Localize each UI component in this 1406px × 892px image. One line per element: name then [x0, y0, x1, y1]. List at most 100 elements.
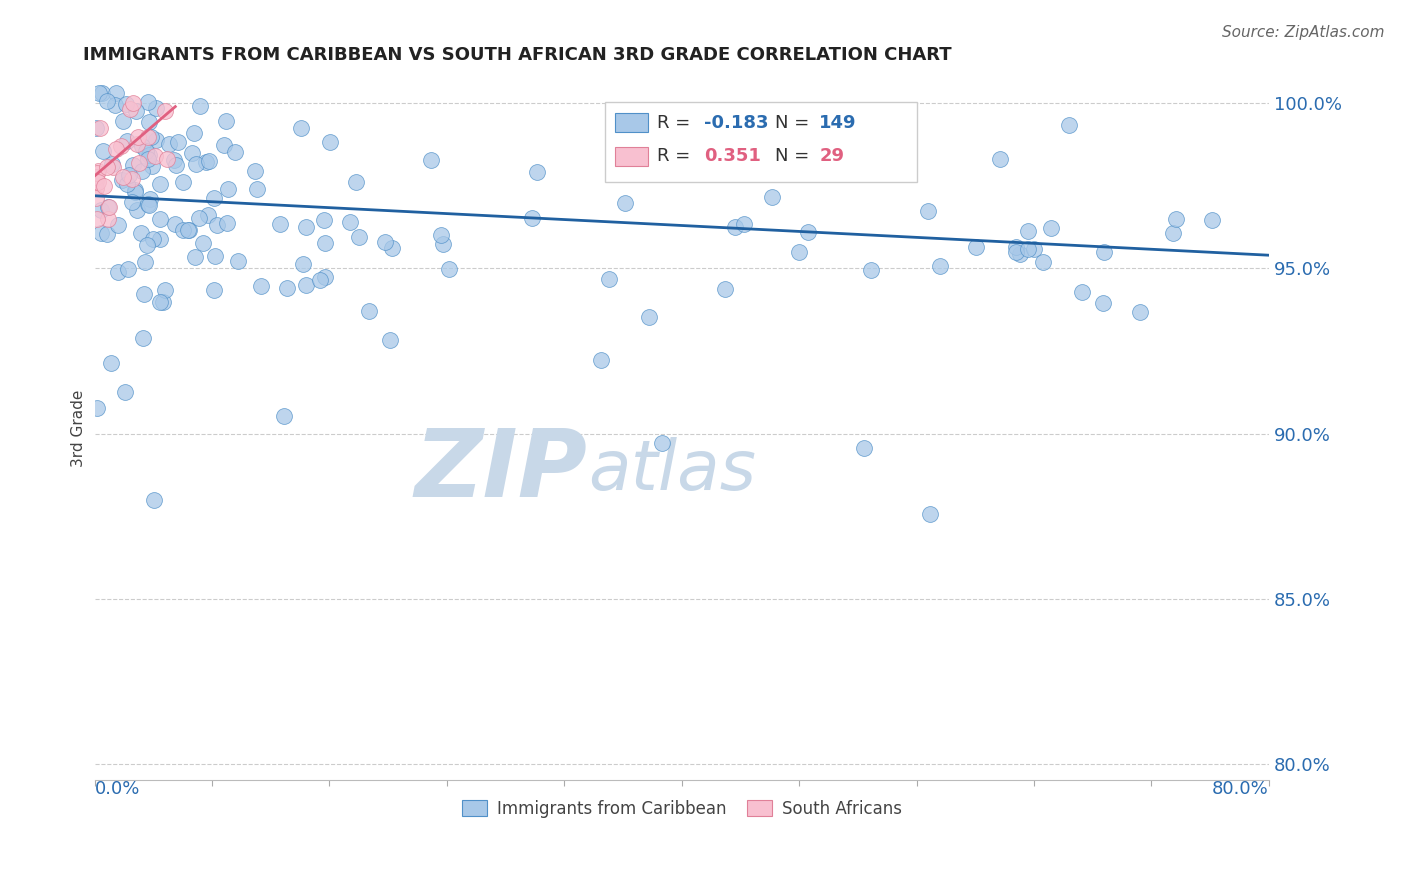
Legend: Immigrants from Caribbean, South Africans: Immigrants from Caribbean, South African…: [456, 793, 908, 825]
Point: [142, 232, 165, 246]
Point: [733, 217, 755, 231]
Point: [124, 185, 146, 199]
Point: [149, 178, 172, 192]
Point: [314, 269, 336, 284]
Point: [104, 87, 127, 101]
Text: R =: R =: [657, 113, 696, 132]
Point: [121, 172, 143, 186]
Point: [135, 144, 157, 158]
Point: [859, 263, 882, 277]
Point: [145, 133, 167, 147]
Point: [166, 136, 188, 150]
Point: [115, 134, 138, 148]
Point: [853, 158, 876, 172]
Point: [101, 157, 124, 171]
Point: [1008, 247, 1031, 261]
Point: [107, 218, 129, 232]
Point: [188, 99, 211, 113]
Point: [226, 254, 249, 268]
Point: [295, 220, 318, 235]
Point: [224, 145, 246, 159]
Point: [249, 279, 271, 293]
Point: [153, 283, 176, 297]
Point: [84, 171, 107, 186]
Point: [1129, 305, 1152, 319]
Point: [381, 240, 404, 254]
Point: [111, 113, 134, 128]
Point: [378, 333, 401, 347]
Point: [319, 135, 342, 149]
Point: [591, 353, 613, 368]
Point: [121, 194, 143, 209]
Point: [87, 175, 110, 189]
Point: [197, 208, 219, 222]
Point: [347, 230, 370, 244]
Point: [917, 203, 939, 218]
Point: [183, 126, 205, 140]
Point: [292, 257, 315, 271]
Point: [613, 196, 636, 211]
Point: [110, 139, 132, 153]
Point: [172, 175, 194, 189]
Point: [217, 182, 239, 196]
Text: 0.351: 0.351: [704, 147, 761, 165]
Point: [125, 202, 148, 217]
Point: [84, 181, 107, 195]
Point: [138, 115, 160, 129]
Point: [122, 96, 145, 111]
Point: [149, 232, 172, 246]
Text: ZIP: ZIP: [415, 425, 588, 516]
Point: [598, 272, 620, 286]
Point: [197, 153, 219, 168]
Point: [153, 103, 176, 118]
Point: [1032, 255, 1054, 269]
Point: [243, 163, 266, 178]
Point: [111, 169, 134, 184]
Point: [1022, 242, 1045, 256]
Point: [114, 384, 136, 399]
Point: [1161, 226, 1184, 240]
Point: [724, 220, 747, 235]
Text: -0.183: -0.183: [704, 113, 769, 132]
Point: [1039, 220, 1062, 235]
Point: [149, 295, 172, 310]
Point: [96, 227, 118, 241]
Point: [177, 223, 200, 237]
Point: [1071, 285, 1094, 299]
Point: [273, 409, 295, 424]
Point: [165, 158, 187, 172]
Point: [86, 401, 108, 415]
Point: [215, 113, 238, 128]
Point: [103, 160, 125, 174]
Point: [86, 166, 108, 180]
Text: 80.0%: 80.0%: [1212, 780, 1270, 798]
Point: [107, 265, 129, 279]
Point: [90, 226, 112, 240]
Point: [1201, 212, 1223, 227]
Point: [131, 226, 153, 240]
Point: [143, 149, 166, 163]
Point: [1092, 245, 1115, 260]
FancyBboxPatch shape: [614, 112, 648, 132]
Point: [152, 295, 174, 310]
Point: [526, 164, 548, 178]
Point: [132, 286, 155, 301]
Point: [139, 192, 162, 206]
Point: [136, 152, 159, 166]
Text: Source: ZipAtlas.com: Source: ZipAtlas.com: [1222, 25, 1385, 40]
Point: [96, 94, 118, 108]
Point: [988, 153, 1011, 167]
Point: [86, 211, 108, 226]
Point: [84, 174, 107, 188]
Point: [852, 442, 875, 456]
Point: [212, 138, 235, 153]
Point: [193, 235, 215, 250]
Point: [90, 87, 112, 101]
Point: [183, 250, 205, 264]
Point: [357, 303, 380, 318]
Point: [181, 145, 204, 160]
Point: [1164, 211, 1187, 226]
Point: [339, 214, 361, 228]
Point: [136, 237, 159, 252]
Point: [1017, 224, 1039, 238]
